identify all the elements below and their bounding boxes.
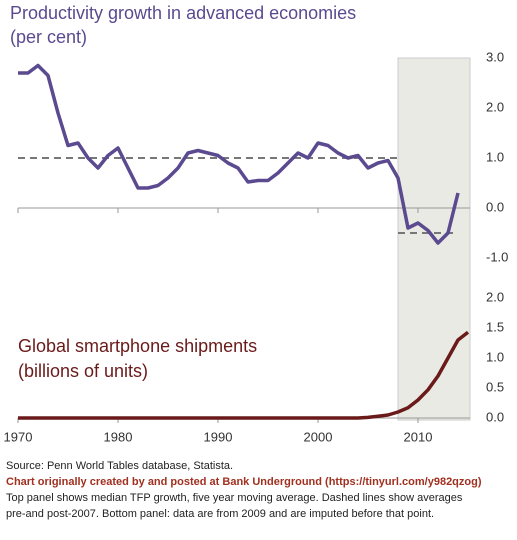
y-tick-label: -1.0 <box>486 249 508 264</box>
chart-title: Productivity growth in advanced economie… <box>10 3 356 23</box>
chart-title: Global smartphone shipments <box>18 336 257 356</box>
chart-subtitle: (per cent) <box>10 27 87 47</box>
note: pre-and post-2007. Bottom panel: data ar… <box>6 508 434 520</box>
x-tick-label: 1980 <box>104 429 133 444</box>
source-note: Source: Penn World Tables database, Stat… <box>6 460 233 472</box>
y-tick-label: 2.0 <box>486 289 504 304</box>
data-line <box>18 330 470 420</box>
y-tick-label: 1.5 <box>486 319 504 334</box>
y-tick-label: 0.5 <box>486 379 504 394</box>
x-tick-label: 1970 <box>4 429 33 444</box>
x-tick-label: 2000 <box>304 429 333 444</box>
y-tick-label: 0.0 <box>486 199 504 214</box>
y-tick-label: 3.0 <box>486 49 504 64</box>
y-tick-label: 1.0 <box>486 149 504 164</box>
x-tick-label: 1990 <box>204 429 233 444</box>
y-tick-label: 2.0 <box>486 99 504 114</box>
data-line <box>18 63 460 245</box>
note: Top panel shows median TFP growth, five … <box>6 492 463 504</box>
credit-note: Chart originally created by and posted a… <box>6 476 482 488</box>
y-tick-label: 1.0 <box>486 349 504 364</box>
x-tick-label: 2010 <box>404 429 433 444</box>
y-tick-label: 0.0 <box>486 409 504 424</box>
chart-subtitle: (billions of units) <box>18 361 148 381</box>
